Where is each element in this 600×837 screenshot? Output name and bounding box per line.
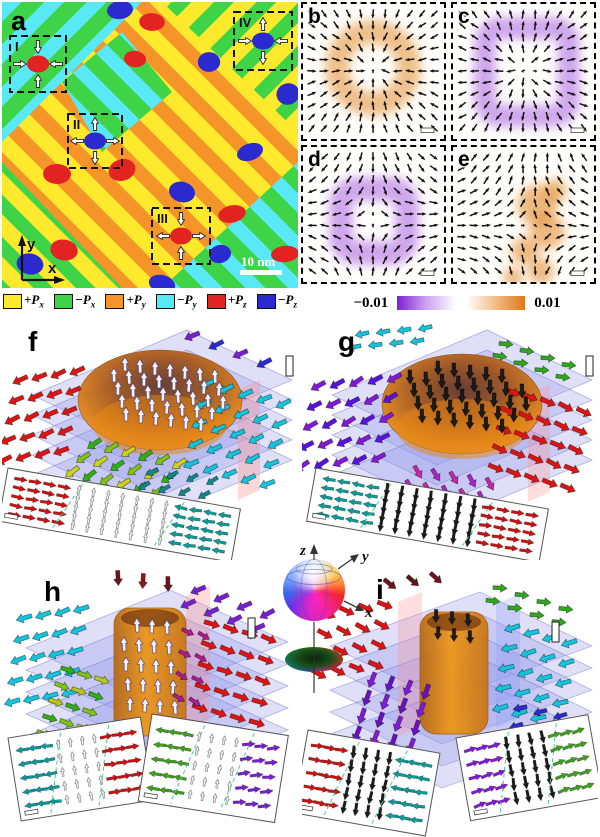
panel-e-label: e — [458, 148, 470, 171]
colorbar-min-label: −0.01 — [353, 294, 389, 311]
panel-c-label: c — [458, 5, 470, 28]
scene-canvas-g — [294, 323, 594, 563]
quiver-canvas-c — [457, 9, 589, 133]
scale-bar-label: 10 nm — [241, 254, 275, 269]
legend-label: +P — [24, 292, 40, 308]
legend-item: +Py — [105, 292, 146, 310]
quiver-grid: b c d e — [301, 2, 598, 289]
colorbar-gradient — [397, 296, 526, 310]
panel-h: h — [2, 562, 298, 837]
legend-swatch — [206, 293, 226, 309]
legend-item: −Py — [155, 292, 197, 310]
panel-c: c — [451, 2, 596, 141]
scene-canvas-f — [0, 329, 294, 563]
legend-swatch — [3, 293, 22, 309]
z-axis-arrowhead — [310, 544, 318, 554]
panel-b-label: b — [308, 5, 321, 28]
quiver-canvas-b — [307, 9, 439, 133]
legend-label: +P — [126, 292, 142, 308]
panel-i-label: i — [376, 574, 384, 605]
color-sphere: z y x — [256, 541, 376, 705]
colorbar: −0.01 0.01 — [318, 291, 596, 315]
y-axis-arrowhead — [350, 554, 359, 563]
domain-legend: +Px −Px +Py −Py +Pz −Pz — [0, 288, 300, 314]
legend-label: −P — [74, 292, 91, 308]
panel-d-label: d — [308, 148, 321, 171]
axis-x-label: x — [48, 260, 57, 277]
panel-e: e — [451, 145, 596, 287]
sphere-z-label: z — [299, 543, 306, 559]
axis-y-label: y — [27, 236, 36, 253]
panel-b: b — [301, 2, 446, 141]
quiver-canvas-d — [307, 152, 439, 276]
panel-h-label: h — [44, 576, 62, 607]
sphere-y-label: y — [360, 549, 369, 565]
legend-swatch — [53, 293, 73, 309]
svg-text:III: III — [157, 211, 168, 226]
legend-label: −P — [176, 292, 193, 308]
panel-g: g — [294, 320, 598, 563]
panel-a-label: a — [11, 6, 27, 36]
scene-canvas-h — [3, 569, 290, 824]
x-axis-arrowhead — [355, 604, 364, 611]
color-sphere-overlay: z y x — [286, 543, 373, 693]
svg-text:I: I — [15, 39, 19, 54]
quiver-canvas-e — [457, 152, 589, 287]
legend-item: −Px — [53, 292, 95, 310]
panel-f: f — [0, 320, 298, 563]
svg-text:II: II — [73, 117, 80, 132]
svg-text:IV: IV — [239, 15, 252, 30]
colorbar-max-label: 0.01 — [534, 294, 561, 311]
legend-swatch — [256, 293, 276, 309]
legend-swatch — [155, 293, 175, 309]
sphere-x-label: x — [364, 605, 373, 621]
legend-label: −P — [277, 292, 294, 308]
panel-a: I II III IV y x 10 nm a — [2, 0, 300, 294]
panel-g-label: g — [338, 326, 356, 357]
legend-label: +P — [227, 292, 244, 308]
legend-swatch — [105, 293, 125, 309]
panel-a-overlay: y x 10 nm — [27, 236, 275, 277]
panel-f-label: f — [28, 326, 38, 357]
legend-item: −Pz — [256, 292, 297, 310]
panel-d: d — [301, 145, 446, 284]
legend-item: +Pz — [206, 292, 247, 310]
legend-item: +Px — [3, 292, 44, 310]
